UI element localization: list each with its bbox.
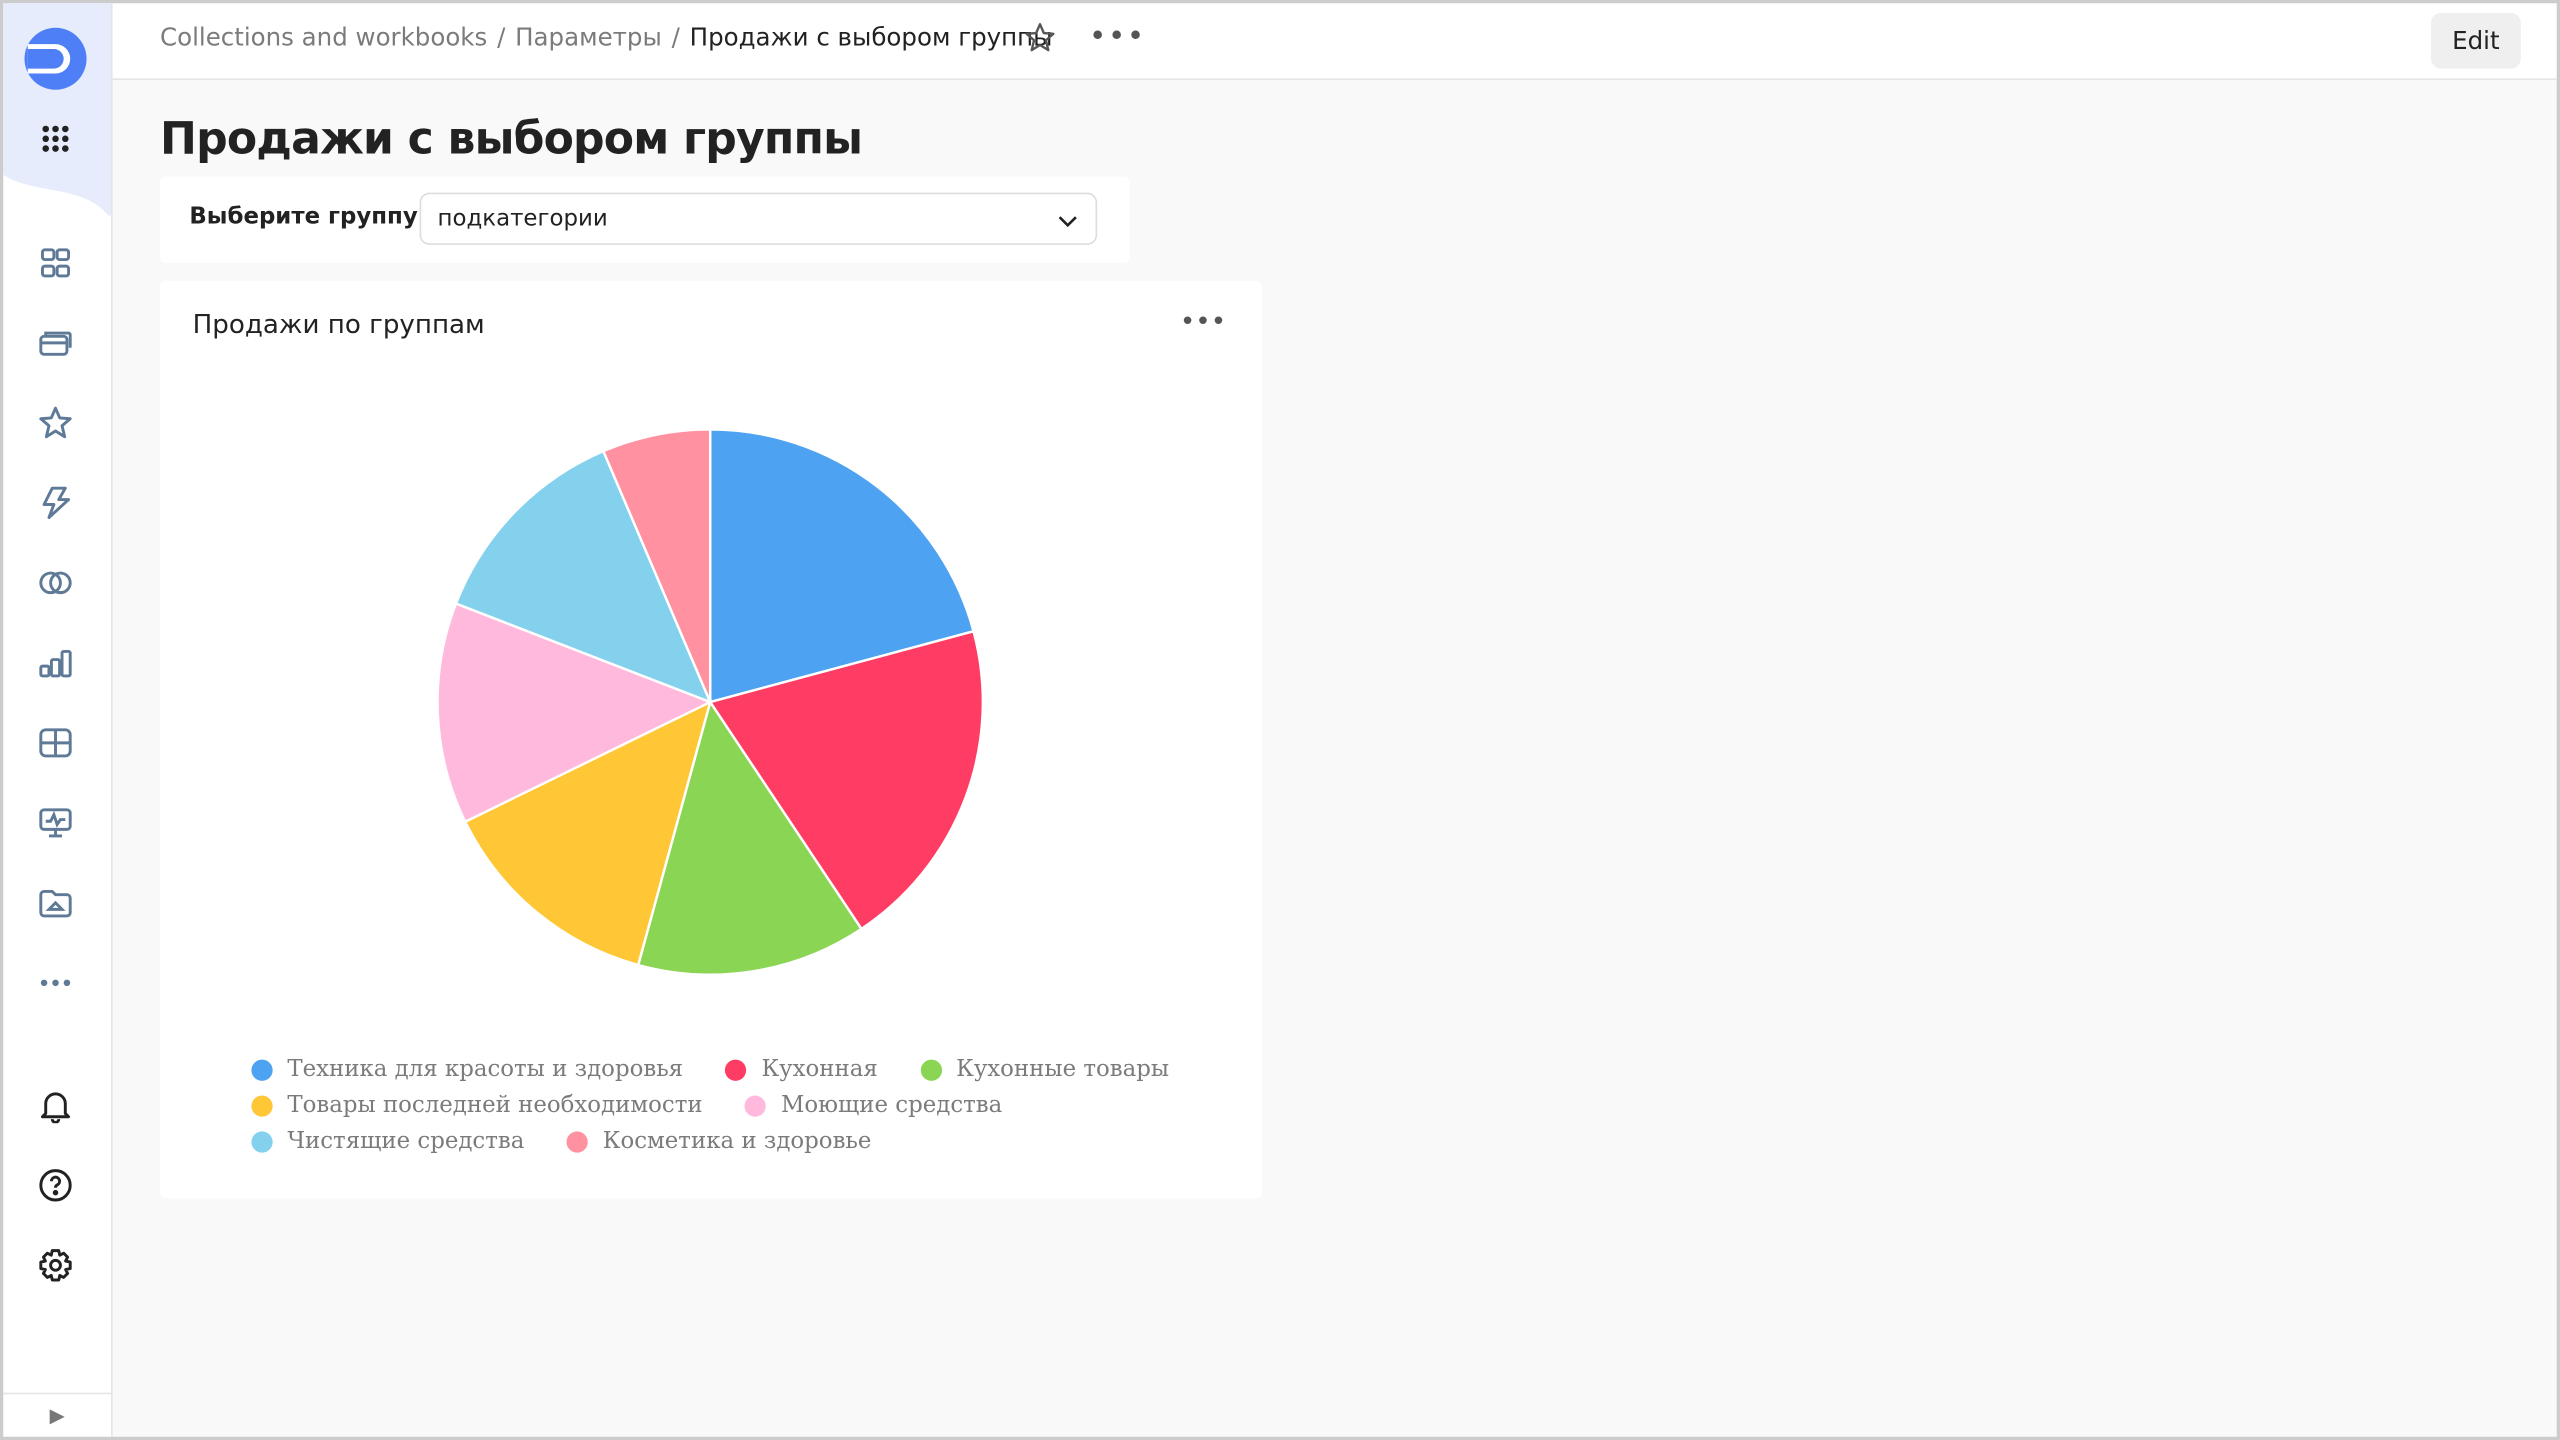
group-select[interactable]: подкатегории (419, 192, 1098, 245)
legend-item[interactable]: Техника для красоты и здоровья (251, 1056, 683, 1082)
sidebar: ▶ (3, 3, 113, 1437)
breadcrumb-current: Продажи с выбором группы (689, 22, 1053, 53)
legend-item[interactable]: Чистящие средства (251, 1128, 524, 1154)
legend-marker (251, 1130, 273, 1152)
help-icon[interactable] (38, 1167, 74, 1203)
reports-icon[interactable] (38, 885, 74, 921)
legend-row: Техника для красоты и здоровья Кухонная Ку… (251, 1051, 1231, 1087)
pie-slice-2[interactable] (636, 699, 864, 976)
connections-icon[interactable] (38, 565, 74, 601)
breadcrumb: Collections and workbooks / Параметры / … (160, 23, 1052, 52)
chart-widget: Продажи по группам ••• Техника для красо… (159, 280, 1263, 1199)
group-selector: Выберите группу подкатегории (159, 176, 1130, 263)
charts-icon[interactable] (38, 645, 74, 681)
legend-marker (745, 1094, 767, 1116)
legend-item[interactable]: Кухонные товары (920, 1056, 1169, 1082)
legend-marker (725, 1058, 747, 1080)
pie-slice-1[interactable] (708, 629, 985, 931)
datasets-icon[interactable] (38, 725, 74, 761)
legend-label: Кухонные товары (956, 1056, 1170, 1083)
breadcrumb-collections[interactable]: Collections and workbooks (159, 22, 488, 53)
legend-item[interactable]: Моющие средства (745, 1092, 1002, 1118)
legend-marker (920, 1058, 942, 1080)
group-select-value: подкатегории (437, 205, 608, 232)
legend-label: Техника для красоты и здоровья (287, 1056, 684, 1083)
pie-chart (436, 428, 985, 976)
legend-label: Кухонная (761, 1056, 878, 1083)
legend-label: Косметика и здоровье (602, 1128, 872, 1155)
legend-marker (566, 1130, 589, 1152)
legend-item[interactable]: Косметика и здоровье (566, 1128, 872, 1155)
more-icon[interactable] (38, 965, 74, 1001)
collections-icon[interactable] (38, 245, 74, 281)
pie-slice-6[interactable] (601, 428, 712, 703)
page-title: Продажи с выбором группы (159, 114, 863, 165)
legend-label: Моющие средства (780, 1092, 1003, 1119)
favorite-star-icon[interactable] (1024, 21, 1057, 60)
legend-item[interactable]: Кухонная (725, 1056, 878, 1083)
chart-legend: Техника для красоты и здоровья Кухонная Ку… (251, 1051, 1231, 1159)
folders-icon[interactable] (38, 325, 74, 361)
chart-title: Продажи по группам (192, 308, 485, 340)
pie-slice-3[interactable] (463, 699, 713, 967)
legend-row: Чистящие средства Косметика и здоровье (251, 1123, 1231, 1159)
pie-slice-0[interactable] (708, 428, 976, 704)
logo-icon[interactable] (23, 26, 88, 91)
sidebar-collapse-button[interactable]: ▶ (3, 1392, 112, 1437)
lightning-icon[interactable] (38, 485, 74, 521)
group-selector-label: Выберите группу (189, 204, 418, 231)
widget-more-button[interactable]: ••• (1179, 305, 1227, 337)
header-more-button[interactable]: ••• (1088, 19, 1146, 54)
chevron-down-icon (1056, 207, 1079, 238)
settings-icon[interactable] (38, 1247, 74, 1283)
legend-row: Товары последней необходимости Моющие сре… (251, 1087, 1231, 1123)
dashboards-icon[interactable] (38, 805, 74, 841)
pie-slice-4[interactable] (436, 601, 714, 824)
breadcrumb-workbook[interactable]: Параметры (515, 22, 662, 53)
breadcrumb-separator: / (497, 22, 506, 53)
legend-item[interactable]: Товары последней необходимости (251, 1092, 703, 1119)
legend-label: Чистящие средства (287, 1128, 525, 1155)
favorites-icon[interactable] (38, 405, 74, 441)
legend-label: Товары последней необходимости (287, 1092, 703, 1119)
bell-icon[interactable] (38, 1087, 74, 1124)
pie-slice-5[interactable] (454, 449, 713, 705)
legend-marker (251, 1094, 273, 1116)
header: Collections and workbooks / Параметры / … (112, 3, 2557, 80)
edit-button[interactable]: Edit (2430, 13, 2521, 69)
breadcrumb-separator: / (671, 22, 680, 53)
legend-marker (251, 1058, 273, 1080)
apps-grid-icon[interactable] (38, 121, 74, 157)
